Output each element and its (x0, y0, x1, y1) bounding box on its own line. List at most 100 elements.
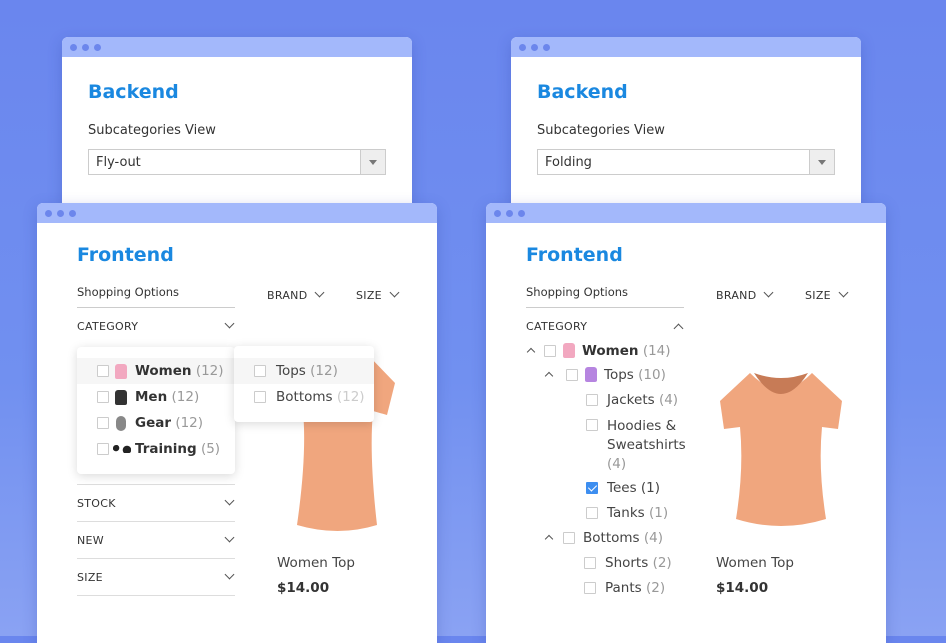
collapse-bottoms-icon[interactable] (544, 534, 554, 544)
product-name[interactable]: Women Top (716, 555, 794, 571)
item-text: Hoodies & Sweatshirts (4) (607, 417, 686, 474)
shopping-options-label: Shopping Options (77, 285, 180, 299)
checkbox[interactable] (544, 345, 556, 357)
item-text: Training (5) (135, 441, 220, 457)
chevron-down-icon (314, 287, 325, 298)
checkbox[interactable] (254, 365, 266, 377)
collapse-women-icon[interactable] (526, 347, 536, 357)
item-text: Tanks (1) (607, 505, 668, 521)
item-text: (1) (640, 480, 661, 496)
chevron-down-icon[interactable] (224, 569, 235, 580)
window-dot-icon (518, 210, 525, 217)
item-text: (12) (336, 389, 365, 405)
item-text: Bottoms (276, 389, 333, 405)
window-dot-icon (45, 210, 52, 217)
window-titlebar (62, 37, 412, 57)
item-text: Gear (12) (135, 415, 203, 431)
item-text: (4) (607, 456, 627, 472)
checkbox[interactable] (97, 443, 109, 455)
item-text: (12) (195, 363, 224, 379)
window-dot-icon (94, 44, 101, 51)
item-text: Women (135, 363, 192, 379)
right-frontend-window: Frontend Shopping Options BRAND SIZE CAT… (486, 203, 886, 643)
jacket-icon (115, 390, 127, 405)
dumbbell-icon (113, 445, 131, 453)
divider (77, 484, 235, 485)
item-text: Women (14) (582, 343, 671, 359)
product-price: $14.00 (716, 580, 769, 596)
item-text: Women (582, 343, 639, 359)
size-filter[interactable]: SIZE (356, 287, 400, 302)
chevron-down-icon (838, 287, 849, 298)
item-text: Jackets (4) (607, 392, 678, 408)
checkbox[interactable] (97, 391, 109, 403)
checkbox[interactable] (586, 394, 598, 406)
chevron-down-icon[interactable] (224, 495, 235, 506)
window-dot-icon (543, 44, 550, 51)
stock-filter[interactable]: STOCK (77, 497, 116, 510)
collapse-tops-icon[interactable] (544, 371, 554, 381)
divider (77, 307, 235, 308)
item-text: Pants (605, 580, 642, 596)
shirt-icon (585, 367, 597, 382)
brand-filter[interactable]: BRAND (267, 287, 325, 302)
item-text: Shorts (605, 555, 649, 571)
dropdown-arrow-icon[interactable] (809, 150, 834, 174)
backend-title: Backend (88, 81, 179, 103)
checkbox[interactable] (566, 369, 578, 381)
window-dot-icon (531, 44, 538, 51)
item-text: Shorts (2) (605, 555, 672, 571)
dropdown-arrow-icon[interactable] (360, 150, 385, 174)
size-filter[interactable]: SIZE (805, 287, 849, 302)
window-titlebar (37, 203, 437, 223)
item-text: Tops (276, 363, 306, 379)
product-image[interactable] (714, 369, 848, 531)
right-backend-window: Backend Subcategories View Folding (511, 37, 861, 207)
category-filter-header[interactable]: CATEGORY (526, 320, 588, 333)
chevron-down-icon (389, 287, 400, 298)
chevron-down-icon[interactable] (224, 318, 235, 329)
item-text: Training (135, 441, 197, 457)
divider (526, 307, 684, 308)
checkbox[interactable] (586, 419, 598, 431)
chevron-up-icon[interactable] (673, 323, 684, 334)
subcategories-view-select[interactable]: Fly-out (88, 149, 386, 175)
item-text: Sweatshirts (607, 437, 686, 453)
item-text: Tees (1) (607, 480, 660, 496)
chevron-down-icon (763, 287, 774, 298)
item-text: Jackets (607, 392, 655, 408)
watch-icon (116, 416, 126, 431)
item-text: (2) (652, 555, 672, 571)
subcategories-view-select[interactable]: Folding (537, 149, 835, 175)
dress-icon (115, 364, 127, 379)
select-value: Fly-out (96, 155, 141, 170)
checkbox[interactable] (97, 417, 109, 429)
window-dot-icon (70, 44, 77, 51)
checkbox[interactable] (586, 507, 598, 519)
checked-checkbox[interactable] (586, 482, 598, 494)
category-filter-header[interactable]: CATEGORY (77, 320, 139, 333)
brand-filter[interactable]: BRAND (716, 287, 774, 302)
select-value: Folding (545, 155, 592, 170)
window-dot-icon (519, 44, 526, 51)
subcategories-view-label: Subcategories View (88, 123, 216, 138)
item-text: Women (12) (135, 363, 224, 379)
new-filter[interactable]: NEW (77, 534, 104, 547)
size-filter-sidebar[interactable]: SIZE (77, 571, 103, 584)
checkbox[interactable] (563, 532, 575, 544)
chevron-down-icon[interactable] (224, 532, 235, 543)
window-dot-icon (57, 210, 64, 217)
checkbox[interactable] (584, 582, 596, 594)
checkbox[interactable] (584, 557, 596, 569)
item-text: Men (12) (135, 389, 199, 405)
checkbox[interactable] (97, 365, 109, 377)
checkbox[interactable] (254, 391, 266, 403)
item-text: Bottoms (583, 530, 640, 546)
shopping-options-label: Shopping Options (526, 285, 629, 299)
window-titlebar (486, 203, 886, 223)
product-name[interactable]: Women Top (277, 555, 355, 571)
item-text: Tees (607, 480, 637, 496)
item-text: (4) (658, 392, 679, 408)
product-price: $14.00 (277, 580, 330, 596)
item-text: Men (135, 389, 168, 405)
